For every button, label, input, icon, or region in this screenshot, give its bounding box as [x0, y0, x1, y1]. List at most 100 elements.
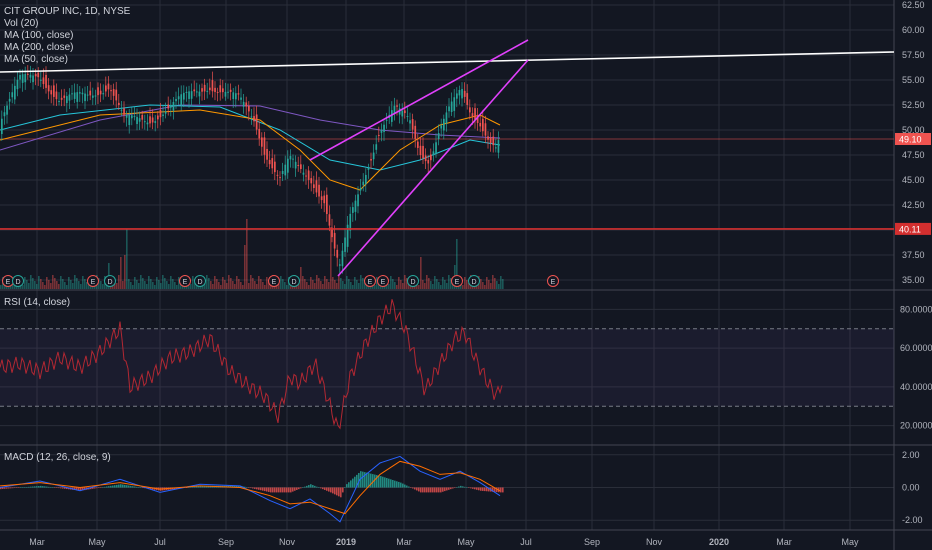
candle-body	[34, 74, 37, 77]
candle-body	[151, 117, 154, 123]
macd-histogram-bar	[294, 487, 296, 491]
macd-histogram-bar	[50, 487, 52, 488]
macd-histogram-bar	[16, 487, 18, 488]
volume-bar	[260, 279, 262, 289]
macd-histogram-bar	[114, 485, 116, 488]
time-axis-tick: May	[841, 537, 859, 547]
candle-body	[253, 116, 255, 122]
macd-histogram-bar	[426, 487, 428, 493]
volume-bar	[462, 285, 464, 289]
volume-bar	[334, 280, 336, 289]
volume-bar	[436, 279, 438, 289]
macd-histogram-bar	[440, 487, 442, 493]
candle-body	[414, 125, 417, 139]
volume-bar	[22, 285, 24, 289]
volume-bar	[100, 281, 102, 289]
macd-histogram-bar	[292, 487, 294, 492]
macd-histogram-bar	[256, 487, 258, 490]
volume-bar	[116, 283, 118, 289]
candle-body	[97, 87, 99, 96]
volume-bar	[488, 280, 490, 289]
macd-histogram-bar	[470, 487, 472, 489]
price-axis-tick: 55.00	[902, 75, 925, 85]
macd-histogram-bar	[118, 484, 120, 488]
candle-body	[222, 88, 224, 93]
candle-body	[32, 75, 34, 83]
volume-bar	[420, 257, 422, 289]
macd-histogram-bar	[448, 487, 450, 490]
volume-bar	[464, 277, 466, 289]
wedge-upper-trendline	[309, 39, 529, 161]
resistance-trendline	[0, 51, 895, 73]
volume-bar	[246, 219, 248, 289]
candle-body	[214, 87, 216, 92]
volume-bar	[160, 283, 162, 289]
candle-body	[196, 91, 198, 93]
macd-histogram-bar	[66, 487, 68, 490]
macd-histogram-bar	[394, 480, 396, 488]
macd-axis-tick: 2.00	[902, 450, 920, 460]
volume-bar	[350, 282, 352, 289]
macd-histogram-bar	[284, 487, 286, 493]
macd-histogram-bar	[64, 487, 66, 489]
candle-body	[8, 98, 11, 102]
volume-bar	[366, 284, 368, 289]
macd-histogram-bar	[408, 486, 410, 488]
candle-body	[242, 101, 245, 107]
macd-histogram-bar	[102, 487, 104, 488]
candle-body	[401, 110, 404, 117]
volume-bar	[62, 279, 64, 289]
macd-histogram-bar	[198, 486, 200, 488]
candle-body	[84, 93, 86, 102]
volume-bar	[154, 285, 156, 289]
event-marker-label: E	[183, 279, 188, 286]
volume-bar	[486, 277, 488, 289]
candle-body	[378, 134, 380, 136]
macd-histogram-bar	[370, 473, 372, 488]
candle-body	[201, 88, 203, 92]
volume-bar	[354, 277, 356, 289]
candle-body	[346, 224, 349, 247]
macd-line	[0, 455, 501, 523]
candle-body	[474, 108, 476, 120]
macd-histogram-bar	[200, 485, 202, 488]
candle-body	[40, 79, 42, 81]
volume-bar	[14, 284, 16, 289]
macd-histogram-bar	[450, 487, 452, 490]
macd-histogram-bar	[432, 487, 434, 493]
macd-histogram-bar	[112, 485, 114, 488]
macd-histogram-bar	[152, 487, 154, 490]
candle-body	[107, 83, 110, 90]
volume-bar	[142, 278, 144, 289]
time-axis-tick: Jul	[154, 537, 166, 547]
volume-bar	[218, 282, 220, 289]
volume-bar	[156, 277, 158, 289]
macd-histogram-bar	[434, 487, 436, 493]
volume-bar	[230, 278, 232, 289]
macd-histogram-bar	[462, 486, 464, 488]
macd-histogram-bar	[78, 487, 80, 491]
volume-bar	[498, 284, 500, 289]
candle-body	[263, 137, 266, 155]
candle-body	[453, 97, 456, 111]
macd-histogram-bar	[32, 486, 34, 488]
candle-body	[149, 116, 151, 124]
candle-body	[313, 184, 315, 188]
volume-bar	[40, 279, 42, 289]
candle-body	[310, 178, 313, 184]
volume-bar	[72, 283, 74, 289]
volume-bar	[330, 227, 332, 289]
candle-body	[497, 140, 500, 153]
time-axis-tick: 2019	[336, 537, 356, 547]
candle-body	[276, 174, 279, 176]
volume-bar	[52, 275, 54, 289]
candle-body	[422, 145, 424, 159]
candle-body	[118, 102, 120, 105]
indicator-ma100: MA (100, close)	[4, 30, 74, 41]
volume-bar	[336, 283, 338, 289]
volume-bar	[220, 285, 222, 289]
candle-body	[367, 167, 370, 170]
macd-histogram-bar	[400, 482, 402, 488]
macd-histogram-bar	[414, 487, 416, 490]
